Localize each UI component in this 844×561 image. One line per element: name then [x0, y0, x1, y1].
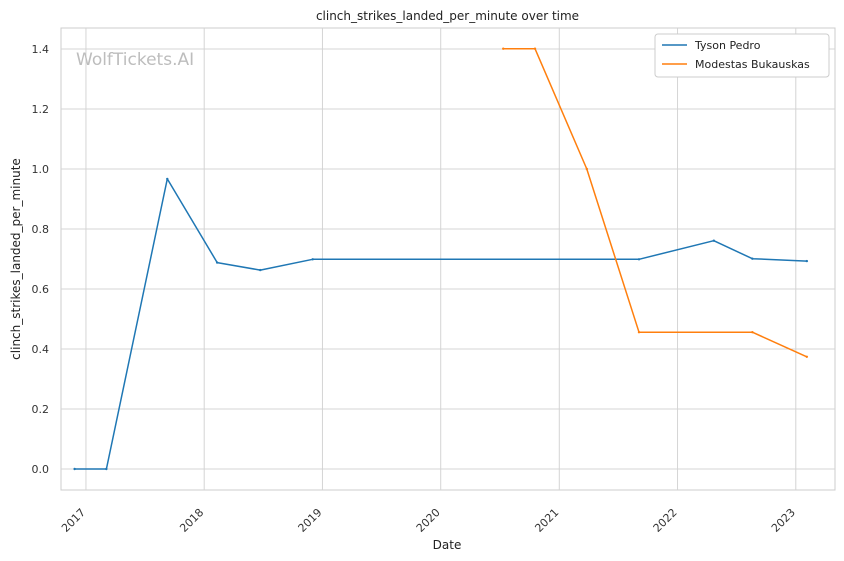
- x-axis-ticks: 2017 2018 2019 2020 2021 2022 2023: [59, 506, 798, 535]
- y-tick-label: 0.6: [32, 283, 50, 296]
- y-tick-label: 1.0: [32, 163, 50, 176]
- data-point-tyson-pedro: [259, 268, 262, 272]
- x-tick-label: 2017: [59, 506, 88, 535]
- y-axis-ticks: 0.0 0.2 0.4 0.6 0.8 1.0 1.2 1.4: [32, 43, 50, 476]
- y-tick-label: 0.0: [32, 463, 50, 476]
- legend-label-tyson-pedro: Tyson Pedro: [694, 39, 761, 52]
- data-point-modestas-bukauskas: [502, 47, 505, 50]
- x-tick-label: 2022: [651, 506, 680, 535]
- data-point-modestas-bukauskas: [637, 331, 641, 334]
- watermark-text: WolfTickets.AI: [76, 50, 194, 70]
- y-tick-label: 1.2: [32, 103, 50, 116]
- y-tick-label: 0.4: [32, 343, 50, 356]
- data-point-modestas-bukauskas: [533, 47, 537, 50]
- data-point-tyson-pedro: [805, 259, 809, 263]
- series-lines: [73, 47, 809, 471]
- x-tick-label: 2021: [532, 506, 561, 535]
- data-point-modestas-bukauskas: [805, 355, 809, 358]
- data-point-tyson-pedro: [73, 467, 76, 471]
- data-point-tyson-pedro: [712, 239, 716, 242]
- grid-lines: [61, 28, 835, 490]
- data-point-modestas-bukauskas: [751, 331, 754, 334]
- y-tick-label: 1.4: [32, 43, 50, 56]
- chart-title: clinch_strikes_landed_per_minute over ti…: [316, 9, 579, 23]
- data-point-tyson-pedro: [637, 258, 641, 261]
- y-tick-label: 0.2: [32, 403, 50, 416]
- x-tick-label: 2018: [177, 506, 206, 535]
- x-tick-label: 2023: [769, 506, 798, 535]
- x-tick-label: 2019: [296, 506, 325, 535]
- y-axis-title: clinch_strikes_landed_per_minute: [9, 158, 23, 360]
- data-point-tyson-pedro: [311, 258, 314, 261]
- x-tick-label: 2020: [414, 506, 443, 535]
- legend-box: [654, 33, 830, 78]
- data-point-tyson-pedro: [105, 467, 108, 471]
- data-point-tyson-pedro: [166, 177, 169, 181]
- legend: Tyson Pedro Modestas Bukauskas: [654, 33, 830, 78]
- data-point-tyson-pedro: [751, 257, 754, 260]
- legend-label-modestas-bukauskas: Modestas Bukauskas: [695, 58, 810, 71]
- x-axis-title: Date: [433, 538, 462, 552]
- data-point-tyson-pedro: [215, 261, 219, 264]
- data-point-modestas-bukauskas: [585, 167, 589, 171]
- series-line-tyson-pedro: [74, 178, 807, 470]
- y-tick-label: 0.8: [32, 223, 50, 236]
- series-line-modestas-bukauskas: [503, 47, 808, 358]
